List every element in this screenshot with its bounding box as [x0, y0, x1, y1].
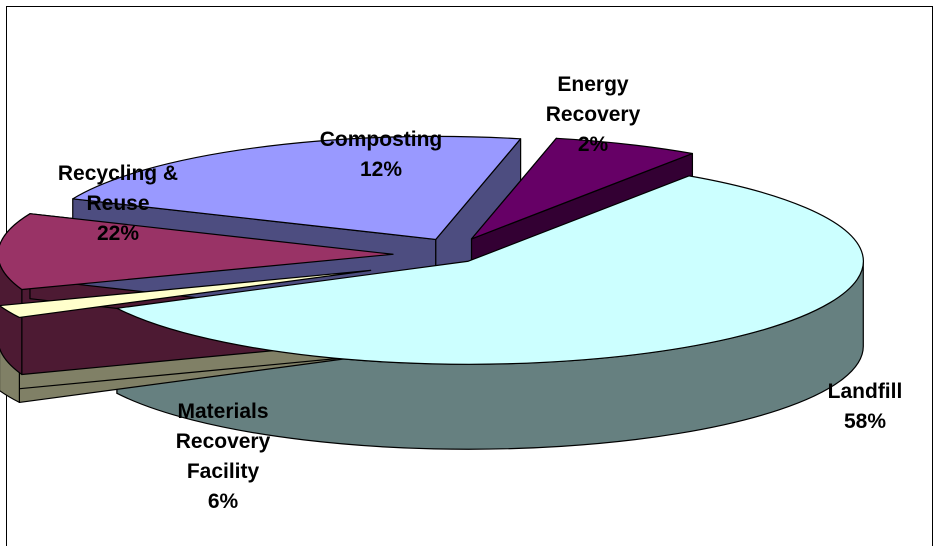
slice-pct-composting: 12%: [360, 158, 402, 181]
slice-pct-recycling-reuse: 22%: [97, 222, 139, 245]
slice-recycling-reuse: [72, 135, 522, 241]
slice-name-materials-recovery-facility: Recovery: [176, 430, 271, 453]
slice-tops: [0, 135, 864, 365]
slice-energy-recovery: [0, 269, 372, 319]
slice-materials-recovery-facility: [470, 137, 693, 240]
slice-name-materials-recovery-facility: Facility: [187, 460, 260, 483]
slice-name-materials-recovery-facility: Materials: [177, 400, 268, 423]
slice-label-energy-recovery: Energy Recovery 2%: [546, 73, 641, 156]
slice-name-energy-recovery: Recovery: [546, 103, 641, 126]
slice-name-recycling-reuse: Recycling &: [58, 162, 178, 185]
slice-name-composting: Composting: [320, 128, 442, 151]
slice-pct-energy-recovery: 2%: [578, 133, 609, 156]
slice-label-composting: Composting 12%: [320, 128, 442, 181]
slice-name-energy-recovery: Energy: [557, 73, 629, 96]
slice-pct-landfill: 58%: [844, 410, 886, 433]
slice-name-landfill: Landfill: [828, 380, 903, 403]
slice-name-recycling-reuse: Reuse: [86, 192, 149, 215]
slice-label-recycling-reuse: Recycling & Reuse 22%: [58, 162, 178, 245]
slice-label-landfill: Landfill 58%: [828, 380, 903, 433]
slice-label-materials-recovery-facility: Materials Recovery Facility 6%: [176, 400, 271, 513]
slice-composting: [0, 213, 394, 291]
slice-labels: Landfill 58% Energy Recovery 2% Composting 12%…: [58, 73, 902, 513]
slice-pct-materials-recovery-facility: 6%: [208, 490, 239, 513]
slice-landfill: [116, 175, 864, 365]
